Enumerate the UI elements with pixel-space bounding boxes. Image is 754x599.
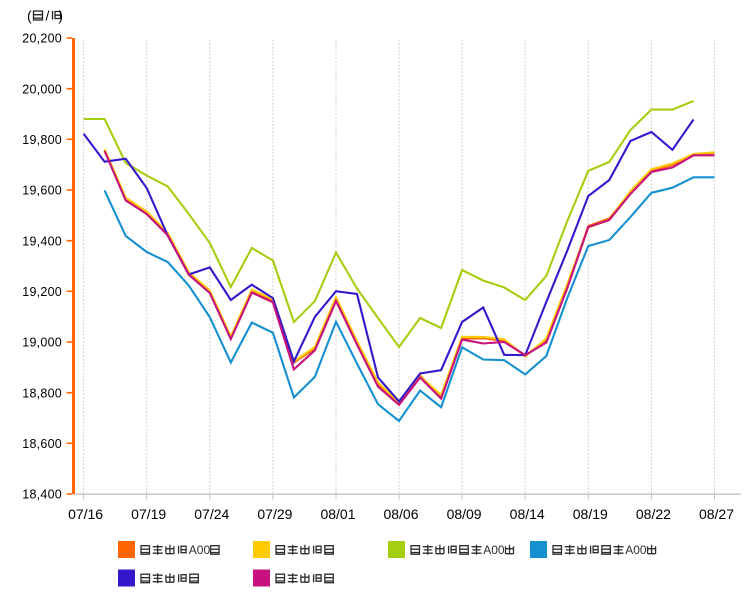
svg-text:07/24: 07/24	[194, 506, 229, 522]
svg-text:/: /	[46, 8, 50, 24]
svg-text:(: (	[27, 8, 32, 24]
svg-text:07/29: 07/29	[257, 506, 292, 522]
svg-text:08/19: 08/19	[573, 506, 608, 522]
svg-text:20,200: 20,200	[22, 32, 62, 46]
svg-text:07/19: 07/19	[131, 506, 166, 522]
svg-text:): )	[58, 8, 63, 24]
svg-text:18,400: 18,400	[22, 488, 62, 502]
svg-text:18,600: 18,600	[22, 437, 62, 451]
svg-text:07/16: 07/16	[68, 506, 103, 522]
svg-text:20,000: 20,000	[22, 82, 62, 96]
svg-text:08/14: 08/14	[510, 506, 545, 522]
svg-text:08/09: 08/09	[447, 506, 482, 522]
svg-text:08/27: 08/27	[699, 506, 734, 522]
svg-text:19,600: 19,600	[22, 184, 62, 198]
svg-text:19,000: 19,000	[22, 336, 62, 350]
svg-text:18,800: 18,800	[22, 386, 62, 400]
svg-text:19,400: 19,400	[22, 234, 62, 248]
svg-text:08/06: 08/06	[383, 506, 418, 522]
svg-text:19,200: 19,200	[22, 285, 62, 299]
svg-text:08/01: 08/01	[320, 506, 355, 522]
svg-text:A00: A00	[625, 543, 647, 557]
svg-text:A00: A00	[483, 543, 505, 557]
svg-text:A00: A00	[189, 543, 211, 557]
svg-text:19,800: 19,800	[22, 133, 62, 147]
svg-text:08/22: 08/22	[636, 506, 671, 522]
